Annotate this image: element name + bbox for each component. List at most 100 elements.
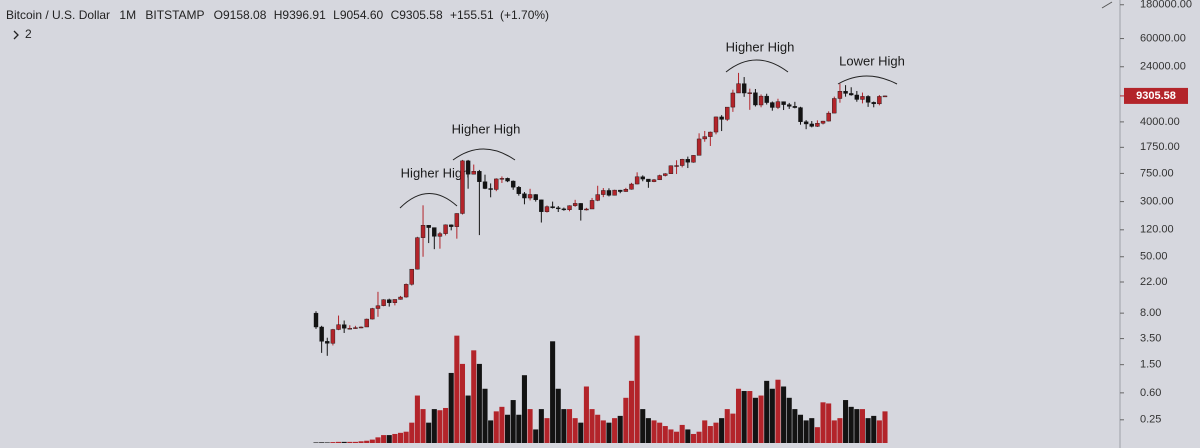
- volume-bar: [735, 388, 742, 443]
- volume-bar: [640, 409, 646, 443]
- candle-body: [477, 171, 482, 182]
- annotation-arc: [725, 59, 789, 73]
- volume-bar: [865, 418, 871, 443]
- candle-body: [449, 224, 454, 227]
- candle-body: [516, 187, 522, 194]
- candle-body: [612, 189, 617, 196]
- volume-bar: [550, 341, 556, 443]
- candle-body: [533, 194, 538, 201]
- candle-body: [865, 96, 871, 103]
- candle-body: [663, 173, 668, 176]
- volume-bar: [476, 363, 482, 443]
- annotation: Lower High: [839, 53, 905, 68]
- candle-body: [623, 189, 629, 192]
- candle-body: [640, 176, 645, 180]
- volume-bar: [719, 418, 725, 443]
- ohlc-value: 9158.08: [223, 8, 267, 22]
- volume-bar: [555, 388, 561, 443]
- volume-bar: [431, 409, 437, 443]
- volume-bar: [679, 424, 685, 443]
- candle-body: [471, 171, 476, 175]
- ohlc-label: O: [214, 8, 223, 22]
- candle-body: [527, 194, 533, 199]
- volume-bar: [859, 409, 866, 443]
- volume-bar: [561, 409, 567, 443]
- candle-body: [595, 194, 600, 201]
- candle-body: [775, 101, 781, 108]
- volume-bar: [674, 431, 680, 443]
- annotation-arc: [452, 148, 516, 161]
- candle-body: [634, 176, 640, 185]
- candle-body: [679, 159, 685, 166]
- volume-bar: [747, 391, 753, 443]
- volume-bar: [459, 363, 466, 443]
- candle-body: [646, 178, 651, 182]
- volume-bar: [516, 414, 522, 443]
- volume-bar: [583, 386, 589, 443]
- volume-bar: [651, 420, 657, 443]
- volume-bar: [803, 420, 809, 443]
- volume-bar: [578, 422, 584, 443]
- volume-bar: [713, 422, 719, 443]
- candle-body: [854, 94, 860, 100]
- candle-body: [465, 160, 471, 175]
- price-label: 9305.58: [1136, 90, 1176, 102]
- interval: 1M: [119, 8, 136, 22]
- candle-body: [792, 106, 798, 108]
- indicator-count[interactable]: 2: [25, 27, 32, 41]
- candle-body: [341, 324, 347, 329]
- candle-body: [758, 95, 764, 106]
- y-tick-label: 1750.00: [1140, 141, 1180, 153]
- volume-bar: [397, 432, 404, 443]
- change: +155.51: [450, 8, 494, 22]
- volume-bar: [335, 441, 342, 443]
- candle-body: [488, 188, 493, 190]
- volume-bar: [668, 429, 674, 443]
- candle-body: [696, 138, 702, 156]
- candle-body: [336, 324, 341, 330]
- volume-bar: [769, 388, 775, 443]
- volume-bar: [797, 414, 804, 443]
- scale-icon[interactable]: [1101, 1, 1113, 9]
- candle-body: [877, 96, 882, 105]
- volume-bar: [358, 441, 364, 443]
- volume-bar: [662, 426, 668, 443]
- candle-body: [713, 116, 719, 133]
- candle-body: [770, 102, 775, 108]
- volume-bar: [612, 418, 618, 443]
- volume-bar: [690, 433, 696, 443]
- volume-bar: [645, 418, 651, 443]
- y-tick-label: 50.00: [1140, 251, 1168, 263]
- volume-bar: [752, 397, 758, 443]
- candle-body: [415, 237, 420, 270]
- price-label-box: [1124, 87, 1188, 104]
- candle-body: [820, 120, 826, 124]
- candle-body: [578, 203, 583, 210]
- volume-bar: [330, 442, 336, 443]
- volume-bar: [533, 429, 539, 443]
- candle-body: [556, 207, 561, 210]
- candle-body: [392, 299, 398, 303]
- candle-body: [618, 189, 623, 192]
- volume-bar: [809, 418, 815, 443]
- candle-body: [330, 329, 336, 344]
- volume-bar: [521, 375, 527, 443]
- volume-bar: [623, 397, 629, 443]
- volume-bar: [471, 350, 477, 443]
- candle-body: [561, 208, 567, 211]
- symbol: Bitcoin / U.S. Dollar: [6, 8, 110, 22]
- candle-body: [375, 305, 381, 309]
- annotation: Higher High: [726, 39, 795, 54]
- volume-bar: [882, 411, 888, 443]
- annotation: Higher High: [401, 165, 470, 180]
- candle-body: [426, 225, 431, 228]
- candle-body: [522, 193, 527, 199]
- candle-body: [702, 136, 707, 140]
- candle-body: [843, 91, 848, 94]
- volume-bar: [499, 406, 505, 443]
- candle-body: [629, 183, 634, 190]
- candle-body: [347, 328, 353, 330]
- expand-icon[interactable]: [13, 30, 19, 40]
- candle-body: [325, 341, 330, 344]
- candle-body: [432, 227, 437, 237]
